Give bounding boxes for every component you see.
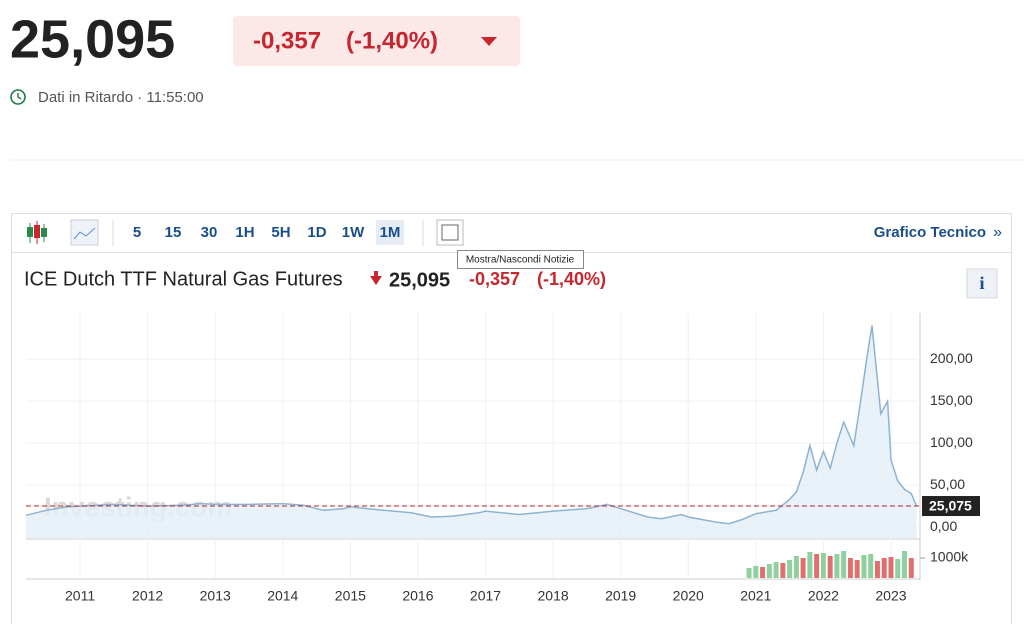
x-tick-label: 2015	[335, 588, 366, 604]
volume-bar	[760, 567, 766, 578]
x-tick-label: 2011	[65, 588, 95, 604]
volume-bar	[746, 568, 752, 578]
interval[interactable]: 30	[201, 224, 218, 241]
volume-tick-label: 1000k	[930, 549, 969, 565]
status: Dati in Ritardo · 11:55:00	[38, 89, 204, 106]
tooltip-box	[457, 250, 584, 269]
tooltip: Mostra/Nascondi Notizie	[466, 255, 575, 266]
clock-hands	[17, 93, 22, 100]
x-tick-label: 2016	[402, 588, 433, 604]
volume-bar	[753, 566, 759, 578]
x-tick-label: 2019	[605, 588, 636, 604]
volume-bar	[766, 564, 772, 578]
interval[interactable]: 1W	[342, 224, 365, 241]
plot: 2011 2012 2013 2014 2015 2016 2017 2018 2019 2020…	[25, 313, 980, 604]
chart-change: -0,357	[469, 269, 520, 289]
x-tick-label: 2014	[267, 588, 298, 604]
volume-bar	[841, 551, 847, 578]
interval[interactable]: 15	[165, 224, 182, 241]
interval-active	[376, 220, 404, 245]
y-tick-label: 50,00	[930, 476, 965, 492]
news-icon	[441, 224, 459, 241]
price: 25,095	[10, 9, 175, 69]
x-tick-label: 2021	[740, 588, 771, 604]
info-label: i	[979, 273, 984, 293]
area-icon[interactable]	[70, 219, 99, 246]
y-tick-label: 150,00	[930, 392, 973, 408]
x-tick-label: 2017	[470, 588, 501, 604]
last-price-box	[922, 496, 980, 517]
volume-bar	[827, 556, 833, 578]
area-icon-line	[73, 227, 96, 240]
technical-link[interactable]: Grafico Tecnico	[874, 224, 986, 241]
change-pct: (-1,40%)	[346, 27, 438, 54]
last-price-label: 25,075	[929, 498, 972, 514]
area	[26, 325, 917, 538]
interval[interactable]: 5H	[271, 224, 290, 241]
volume-bar	[834, 554, 840, 578]
y-tick-label: 200,00	[930, 350, 973, 366]
candle-icon	[27, 221, 47, 244]
chart-change-pct: (-1,40%)	[537, 269, 606, 289]
interval[interactable]: 1H	[235, 224, 254, 241]
volume-bar	[807, 552, 813, 578]
line	[25, 325, 918, 525]
x-tick-label: 2020	[673, 588, 704, 604]
change: -0,357	[253, 27, 321, 54]
x-tick-label: 2023	[875, 588, 906, 604]
volume-bar	[820, 553, 826, 578]
volume-bar	[847, 558, 853, 578]
down-arrow	[481, 37, 497, 46]
link-arrow: »	[993, 224, 1002, 241]
y-tick-label: 100,00	[930, 434, 973, 450]
volume-bar	[787, 560, 793, 578]
interval[interactable]: 1D	[307, 224, 326, 241]
info-button[interactable]	[966, 268, 998, 299]
clock-icon	[10, 89, 26, 105]
x-tick-label: 2022	[808, 588, 839, 604]
y-tick-label: 0,00	[930, 518, 957, 534]
title-arrow	[370, 276, 382, 285]
volume-bar	[800, 558, 806, 578]
x-tick-label: 2012	[132, 588, 163, 604]
chart-title: ICE Dutch TTF Natural Gas Futures	[24, 268, 343, 290]
volume-bar	[888, 557, 894, 578]
interval[interactable]: 5	[133, 224, 141, 241]
title-arrow-stem	[374, 271, 378, 277]
volume-bar	[901, 551, 907, 578]
interval[interactable]: 1M	[380, 224, 401, 241]
x-tick-label: 2013	[200, 588, 231, 604]
change-box	[233, 16, 520, 66]
volume-bar	[814, 554, 820, 578]
x-tick-label: 2018	[538, 588, 569, 604]
volume-bar	[881, 558, 887, 578]
volume-bar	[861, 555, 867, 578]
volume-bar	[793, 556, 799, 578]
volume-bar	[868, 554, 874, 578]
chart-price: 25,095	[389, 269, 450, 291]
volume-bar	[773, 562, 779, 578]
volume-bar	[908, 558, 914, 578]
volume-bar	[780, 563, 786, 578]
volume-bar	[854, 560, 860, 578]
volume-bar	[895, 559, 901, 578]
volume-bar	[874, 561, 880, 578]
news-button[interactable]	[436, 219, 464, 246]
